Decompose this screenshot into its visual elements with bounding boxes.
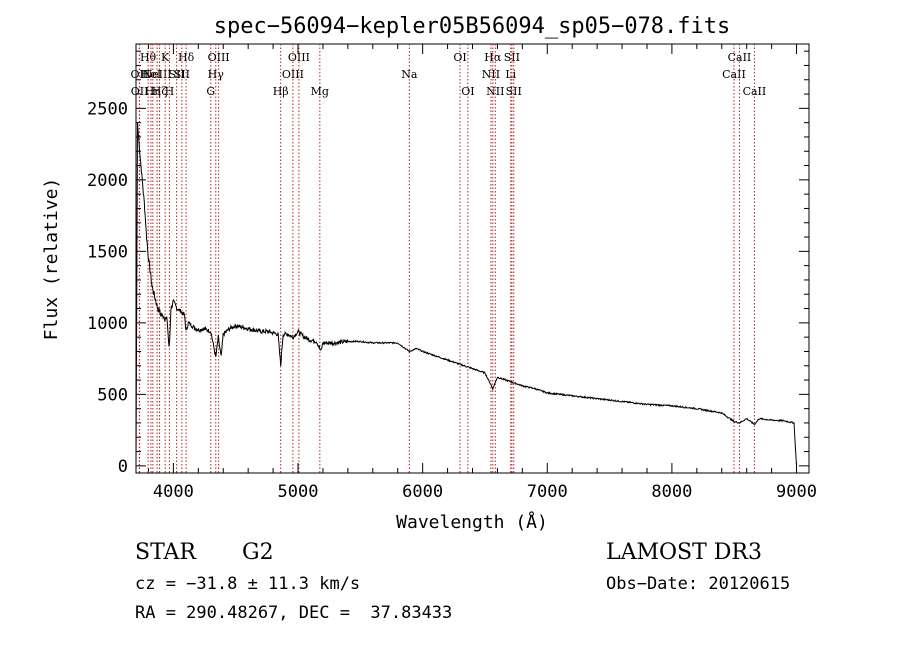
x-axis-label: Wavelength (Å) [396,511,548,533]
spectral-line-label: OI [453,51,466,64]
spectral-line-label: Hγ [208,68,225,81]
coordinates-text: RA = 290.48267, DEC = 37.83433 [135,603,453,623]
chart-title: spec−56094−kepler05B56094_sp05−078.fits [214,14,731,39]
spectral-line-label: HeI [141,68,161,81]
y-tick-label: 1000 [87,314,128,334]
x-tick-label: 9000 [776,482,817,502]
y-tick-label: 1500 [87,242,128,262]
y-tick-label: 2500 [87,99,128,119]
spectral-line-label: G [206,85,215,98]
y-tick-label: 2000 [87,171,128,191]
spectral-line-label: SII [506,85,522,98]
spectral-line-label: OII [131,68,149,81]
spectral-line-label: Hζ [152,85,168,98]
plot-frame [135,43,810,474]
spectral-line-label: OIII [282,68,304,81]
spectral-line-label: CaII [743,85,767,98]
spectral-line-label: Hδ [178,51,195,64]
y-axis-label: Flux (relative) [41,178,62,341]
y-tick-label: 0 [118,457,128,477]
spectral-line-label: SII [504,51,520,64]
spectral-line-label: SII [169,68,185,81]
spectral-line-label: Hη [145,85,161,98]
x-tick-label: 5000 [278,482,319,502]
object-class: STAR [135,540,196,565]
spectral-line-label: NeIII [142,68,171,81]
spectral-line-label: OIII [208,51,230,64]
survey-name: LAMOST DR3 [606,540,762,565]
spectral-line-label: Hα [484,51,502,64]
x-tick-label: 8000 [651,482,692,502]
spectral-line-label: H [165,85,175,98]
spectral-line-label: Hθ [140,51,157,64]
spectrum-line [135,122,797,466]
spectral-line-label: CaII [728,51,752,64]
x-tick-label: 4000 [153,482,194,502]
spectral-line-label: K [161,51,170,64]
spectral-line-label: Na [401,68,418,81]
x-tick-label: 6000 [402,482,443,502]
spectral-line-label: Li [505,68,516,81]
redshift-text: cz = −31.8 ± 11.3 km/s [135,574,361,594]
spectral-line-label: SII [174,68,190,81]
spectral-line-label: NII [486,85,504,98]
spectral-line-label: NII [482,68,500,81]
spectral-line-label: OI [461,85,474,98]
obs-date-text: Obs−Date: 20120615 [606,574,791,594]
spectral-line-label: CaII [722,68,746,81]
x-tick-label: 7000 [527,482,568,502]
object-subclass: G2 [242,540,274,565]
y-tick-label: 500 [97,385,128,405]
spectral-line-label: Hβ [273,85,289,98]
spectral-line-label: OIII [288,51,310,64]
plot-area: 4000 5000 6000 7000 8000 9000 0 500 1000 1500 2000… [87,43,817,502]
spectral-line-label: Mg [311,85,329,98]
spectral-line-label: OII [131,85,149,98]
